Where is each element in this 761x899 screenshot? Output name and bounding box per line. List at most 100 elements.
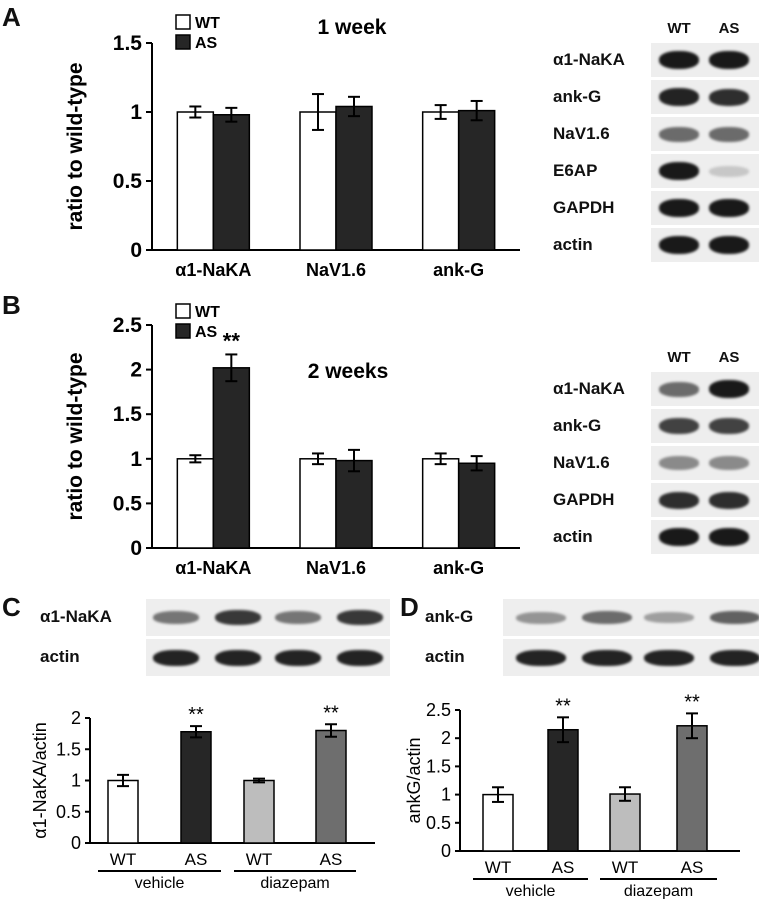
blot-band bbox=[337, 610, 383, 625]
panel-letter-a: A bbox=[2, 2, 21, 32]
significance-label: ** bbox=[223, 328, 241, 353]
significance-label: ** bbox=[323, 702, 339, 724]
blot-strip bbox=[651, 117, 759, 151]
blot-row-label: GAPDH bbox=[553, 197, 615, 217]
blot-strip bbox=[651, 409, 759, 443]
blot-strip bbox=[146, 599, 390, 636]
x-tick-label: NaV1.6 bbox=[306, 558, 366, 578]
blot-strip bbox=[651, 191, 759, 225]
legend-label: AS bbox=[195, 324, 218, 341]
chart-b: 0 0.5 1 1.5 2 2.5 ratio to wild-type ** α1-NaKA N… bbox=[64, 303, 520, 578]
legend-swatch bbox=[175, 34, 191, 50]
legend-label: WT bbox=[195, 304, 220, 321]
blot-row-label: actin bbox=[553, 234, 593, 254]
y-tick-label: 0 bbox=[71, 833, 81, 853]
bar-wt bbox=[299, 458, 337, 549]
blot-row-label: GAPDH bbox=[553, 489, 615, 509]
western-blot-a: WT AS α1-NaKA ank-G NaV1.6 E6AP GAPDH actin bbox=[548, 18, 761, 268]
legend-swatch bbox=[175, 303, 191, 319]
x-tick-label: ank-G bbox=[433, 558, 484, 578]
bar-wt bbox=[421, 458, 460, 549]
blot-band bbox=[709, 528, 749, 546]
x-tick-label: WT bbox=[612, 858, 638, 877]
blot-row-label: ank-G bbox=[425, 607, 474, 626]
x-tick-label: AS bbox=[552, 858, 575, 877]
blot-band bbox=[582, 649, 632, 666]
blot-band bbox=[659, 418, 699, 434]
blot-band bbox=[709, 236, 749, 254]
blot-strip bbox=[651, 80, 759, 114]
y-tick-label: 2 bbox=[71, 708, 81, 728]
y-tick-label: 0.5 bbox=[426, 813, 451, 833]
bar bbox=[315, 729, 347, 844]
bar-as bbox=[457, 109, 496, 251]
bar bbox=[180, 731, 212, 844]
blot-band bbox=[659, 199, 699, 217]
blot-band bbox=[709, 199, 749, 217]
blot-band bbox=[709, 126, 749, 142]
bar bbox=[609, 793, 641, 852]
blot-lane-label: WT bbox=[667, 349, 691, 366]
blot-band bbox=[659, 88, 699, 106]
y-tick-label: 0.5 bbox=[56, 802, 81, 822]
blot-band bbox=[709, 88, 749, 106]
bar-as bbox=[335, 105, 373, 251]
blot-band bbox=[659, 126, 699, 142]
group-label: vehicle bbox=[506, 883, 556, 899]
blot-row-label: actin bbox=[553, 526, 593, 546]
x-tick-label: AS bbox=[320, 850, 343, 869]
blot-strip bbox=[503, 639, 759, 676]
y-axis-label: ratio to wild-type bbox=[64, 63, 87, 231]
x-tick-label: α1-NaKA bbox=[175, 260, 251, 280]
blot-row-label: α1-NaKA bbox=[553, 49, 625, 69]
blot-band bbox=[516, 611, 566, 624]
y-tick-label: 1 bbox=[130, 448, 142, 471]
x-tick-label: WT bbox=[110, 850, 136, 869]
blot-row-label: ank-G bbox=[553, 415, 602, 435]
blot-band bbox=[659, 51, 699, 69]
y-tick-label: 1 bbox=[441, 785, 451, 805]
y-tick-label: 0 bbox=[130, 239, 142, 262]
bar-as bbox=[212, 367, 251, 549]
y-tick-label: 1.5 bbox=[56, 739, 81, 759]
legend-label: WT bbox=[195, 15, 220, 32]
bar bbox=[107, 779, 139, 844]
blot-band bbox=[215, 610, 261, 625]
group-label: diazepam bbox=[624, 883, 693, 899]
blot-band bbox=[659, 528, 699, 546]
blot-strip bbox=[651, 228, 759, 262]
blot-band bbox=[659, 491, 699, 509]
blot-strip bbox=[651, 154, 759, 188]
x-tick-label: α1-NaKA bbox=[175, 558, 251, 578]
group-label: vehicle bbox=[135, 875, 185, 892]
blot-row-label: E6AP bbox=[553, 160, 598, 180]
y-tick-label: 0 bbox=[130, 537, 142, 560]
blot-band bbox=[644, 612, 694, 623]
blot-row-label: α1-NaKA bbox=[40, 607, 112, 626]
bar-as bbox=[212, 114, 251, 251]
blot-row-label: NaV1.6 bbox=[553, 452, 610, 472]
blot-strip bbox=[651, 520, 759, 554]
blot-band bbox=[710, 649, 759, 666]
blot-lane-label: AS bbox=[718, 20, 740, 37]
bar bbox=[676, 725, 708, 852]
blot-strip bbox=[651, 43, 759, 77]
chart-subtitle: 2 weeks bbox=[308, 360, 389, 383]
y-tick-label: 1.5 bbox=[426, 756, 451, 776]
legend-label: AS bbox=[195, 35, 218, 52]
chart-subtitle: 1 week bbox=[318, 16, 387, 39]
significance-label: ** bbox=[684, 691, 700, 713]
x-tick-label: WT bbox=[246, 850, 272, 869]
bar-wt bbox=[176, 111, 215, 251]
blot-band bbox=[709, 418, 749, 434]
blot-band bbox=[516, 649, 566, 666]
y-tick-label: 2.5 bbox=[113, 314, 143, 337]
y-tick-label: 0.5 bbox=[113, 492, 143, 515]
blot-band bbox=[709, 165, 749, 177]
y-tick-label: 2 bbox=[130, 359, 142, 382]
y-axis-label: α1-NaKA/actin bbox=[30, 722, 50, 838]
x-tick-label: AS bbox=[185, 850, 208, 869]
blot-band bbox=[275, 649, 321, 666]
x-tick-label: WT bbox=[485, 858, 511, 877]
